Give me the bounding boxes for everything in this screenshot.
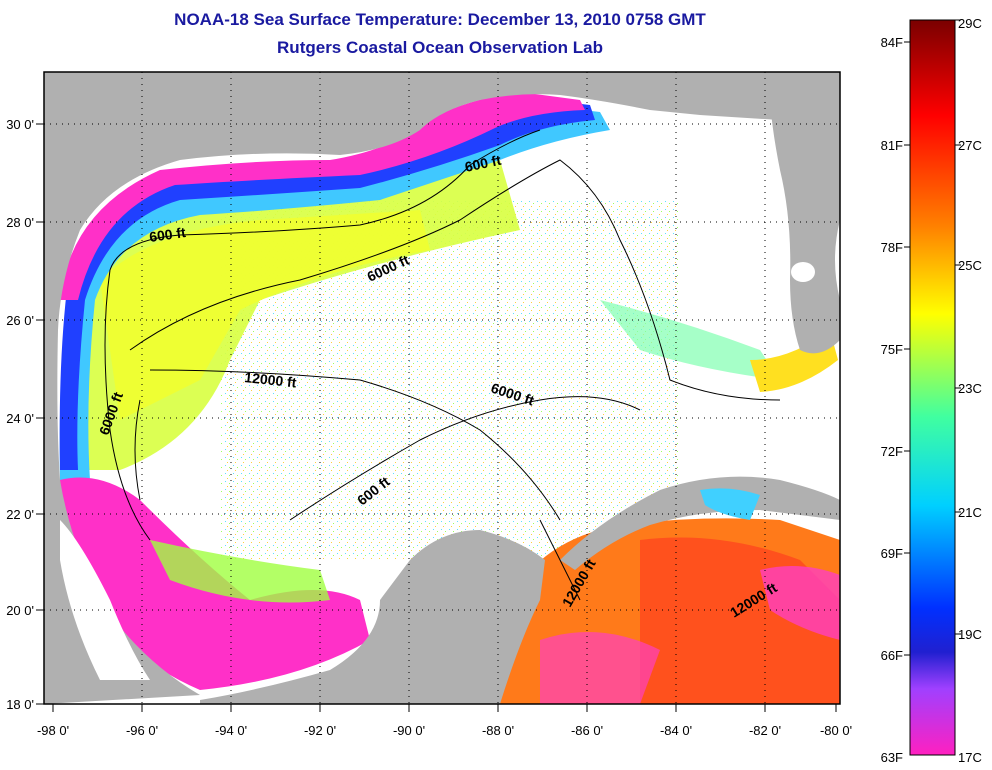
- contour-6000ft-west: [134, 399, 141, 501]
- colorbar-c-label: 17C: [958, 750, 982, 765]
- lon-label: -90 0': [393, 723, 425, 738]
- lon-label: -96 0': [126, 723, 158, 738]
- temperature-colorbar: 84F 81F 78F 75F 72F 69F 66F 63F 29C 27C …: [881, 16, 982, 765]
- lon-label: -80 0': [820, 723, 852, 738]
- colorbar-c-label: 29C: [958, 16, 982, 31]
- lon-label: -92 0': [304, 723, 336, 738]
- lat-label: 30 0': [6, 117, 34, 132]
- florida-cloud-cover: [660, 112, 784, 350]
- lat-label: 22 0': [6, 507, 34, 522]
- cuba-north-cool-patch: [700, 488, 760, 520]
- colorbar-f-label: 84F: [881, 35, 903, 50]
- colorbar-f-label: 75F: [881, 342, 903, 357]
- colorbar-f-label: 81F: [881, 138, 903, 153]
- lat-label: 18 0': [6, 697, 34, 712]
- colorbar-f-label: 78F: [881, 240, 903, 255]
- lat-lon-grid: [44, 72, 840, 704]
- cuba-land: [560, 476, 840, 570]
- contour-label: 12000 ft: [244, 369, 298, 390]
- map-frame: [43, 71, 841, 705]
- lat-label: 28 0': [6, 215, 34, 230]
- us-gulf-coast-land: [44, 72, 840, 330]
- lon-label: -88 0': [482, 723, 514, 738]
- lon-label: -94 0': [215, 723, 247, 738]
- contour-600ft-north: [109, 129, 541, 271]
- contour-12000ft-caribbean: [539, 519, 581, 601]
- florida-peninsula-land: [770, 100, 840, 354]
- lon-label: -98 0': [37, 723, 69, 738]
- map-subtitle: Rutgers Coastal Ocean Observation Lab: [277, 38, 603, 57]
- colorbar-c-label: 19C: [958, 627, 982, 642]
- contour-12000ft: [149, 369, 561, 521]
- colorbar-f-label: 72F: [881, 444, 903, 459]
- map-area: 600 ft 600 ft 6000 ft 12000 ft 6000 ft 6…: [44, 72, 840, 704]
- map-title: NOAA-18 Sea Surface Temperature: Decembe…: [174, 10, 706, 29]
- lat-label: 26 0': [6, 313, 34, 328]
- axis-ticks: [36, 123, 837, 712]
- colorbar-f-label: 66F: [881, 648, 903, 663]
- yucatan-land: [200, 530, 545, 704]
- lon-label: -82 0': [749, 723, 781, 738]
- colorbar-f-label: 69F: [881, 546, 903, 561]
- lat-label: 24 0': [6, 411, 34, 426]
- mexico-coast-cloud: [60, 520, 150, 680]
- bathymetry-contours: [104, 129, 781, 601]
- contour-6000ft-north: [129, 159, 781, 401]
- colorbar-c-label: 23C: [958, 381, 982, 396]
- colorbar-c-label: 27C: [958, 138, 982, 153]
- caribbean-cloud-patch: [760, 566, 840, 640]
- lon-label: -84 0': [660, 723, 692, 738]
- lake-okeechobee: [791, 262, 815, 282]
- caribbean-cloud-patch-2: [540, 632, 660, 704]
- colorbar-f-label: 63F: [881, 750, 903, 765]
- contour-600ft-west: [104, 269, 151, 541]
- contour-label: 600 ft: [148, 224, 187, 245]
- colorbar-c-label: 21C: [958, 505, 982, 520]
- coldest-band-coast: [60, 92, 585, 300]
- colorbar-c-label: 25C: [958, 258, 982, 273]
- contour-label: 600 ft: [463, 152, 502, 175]
- cold-band-coast: [59, 98, 595, 470]
- latitude-labels: 30 0' 28 0' 26 0' 24 0' 22 0' 20 0' 18 0…: [6, 117, 34, 712]
- campeche-green-band: [150, 540, 330, 603]
- lat-label: 20 0': [6, 603, 34, 618]
- longitude-labels: -98 0' -96 0' -94 0' -92 0' -90 0' -88 0…: [37, 723, 852, 738]
- warm-band-yellow: [100, 210, 430, 420]
- colorbar-gradient: [909, 19, 956, 756]
- lon-label: -86 0': [571, 723, 603, 738]
